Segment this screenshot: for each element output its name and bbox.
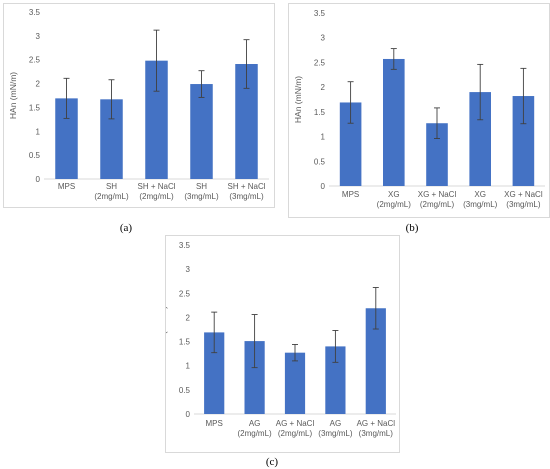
x-tick-label: XG + NaCl (3mg/mL): [504, 190, 543, 209]
chart-panel-a: 0 0.5 1 1.5 2 2.5 3 3.5 HAn (mN/m) MPS SH (2mg/mL) S…: [3, 3, 275, 208]
y-tick-label: 3.5: [29, 8, 41, 17]
bar: [145, 60, 168, 179]
bar: [235, 64, 258, 179]
y-tick-label: 0.5: [314, 157, 326, 166]
y-axis-label: HAn (mN/m): [8, 72, 18, 119]
bar: [512, 96, 535, 186]
bar: [55, 98, 78, 179]
y-tick-label: 0: [321, 182, 326, 191]
x-tick-label: XG + NaCl (2mg/mL): [418, 190, 457, 209]
y-tick-label: 2.5: [29, 56, 41, 65]
y-tick-label: 2: [36, 80, 41, 89]
y-tick-label: 1: [321, 133, 326, 142]
y-tick-label: 1: [186, 362, 191, 371]
y-axis-label: HAn (mN/m): [293, 76, 303, 123]
bar: [365, 308, 386, 414]
y-tick-label: 3.5: [314, 9, 326, 18]
panel-label-a: (a): [119, 222, 133, 234]
bar: [325, 346, 346, 414]
bar: [284, 352, 306, 414]
y-tick-label: 2.5: [314, 58, 326, 67]
y-tick-label: 2: [321, 83, 326, 92]
x-tick-label: XG (2mg/mL): [377, 190, 412, 209]
bar: [469, 92, 491, 186]
y-tick-label: 2: [186, 313, 191, 322]
y-tick-label: 1.5: [314, 108, 326, 117]
y-axis-label: HAn (mN/m): [166, 306, 168, 353]
y-tick-label: 3: [321, 34, 326, 43]
x-tick-label: SH + NaCl (2mg/mL): [137, 182, 175, 201]
bar-chart-a: 0 0.5 1 1.5 2 2.5 3 3.5 HAn (mN/m) MPS SH (2mg/mL) S…: [8, 8, 269, 201]
x-tick-label: AG + NaCl (3mg/mL): [357, 419, 396, 438]
y-tick-label: 3.5: [179, 241, 191, 250]
bar: [190, 84, 213, 179]
x-tick-label: XG (3mg/mL): [463, 190, 498, 209]
chart-panel-b: 0 0.5 1 1.5 2 2.5 3 3.5 HAn (mN/m) MPS XG (2mg/mL) X…: [288, 3, 550, 218]
y-tick-label: 0: [36, 175, 41, 184]
bar: [339, 102, 362, 186]
bar-chart-b: 0 0.5 1 1.5 2 2.5 3 3.5 HAn (mN/m) MPS XG (2mg/mL) X…: [293, 9, 545, 209]
chart-panel-c: 0 0.5 1 1.5 2 2.5 3 3.5 HAn (mN/m) MPS AG (2mg/mL) A…: [165, 235, 400, 453]
y-tick-label: 0: [186, 410, 191, 419]
bar: [244, 341, 265, 414]
y-tick-label: 1: [36, 127, 41, 136]
y-tick-label: 0.5: [29, 151, 41, 160]
x-tick-label: SH (3mg/mL): [184, 182, 219, 201]
y-tick-label: 3: [186, 265, 191, 274]
x-tick-label: AG (2mg/mL): [237, 419, 272, 438]
x-tick-label: MPS: [58, 182, 75, 191]
y-tick-label: 2.5: [179, 289, 191, 298]
x-tick-label: SH + NaCl (3mg/mL): [227, 182, 265, 201]
panel-label-c: (c): [265, 456, 279, 468]
x-tick-label: AG + NaCl (2mg/mL): [276, 419, 315, 438]
panel-label-b: (b): [405, 222, 419, 234]
bar: [426, 123, 448, 186]
y-tick-label: 1.5: [179, 338, 191, 347]
bar: [100, 99, 123, 179]
x-tick-label: AG (3mg/mL): [318, 419, 353, 438]
bar: [204, 332, 225, 414]
bar: [383, 58, 405, 187]
x-tick-label: MPS: [206, 419, 223, 428]
x-tick-label: MPS: [342, 190, 359, 199]
y-tick-label: 0.5: [179, 386, 191, 395]
x-tick-label: SH (2mg/mL): [94, 182, 129, 201]
y-tick-label: 3: [36, 32, 41, 41]
y-tick-label: 1.5: [29, 103, 41, 112]
